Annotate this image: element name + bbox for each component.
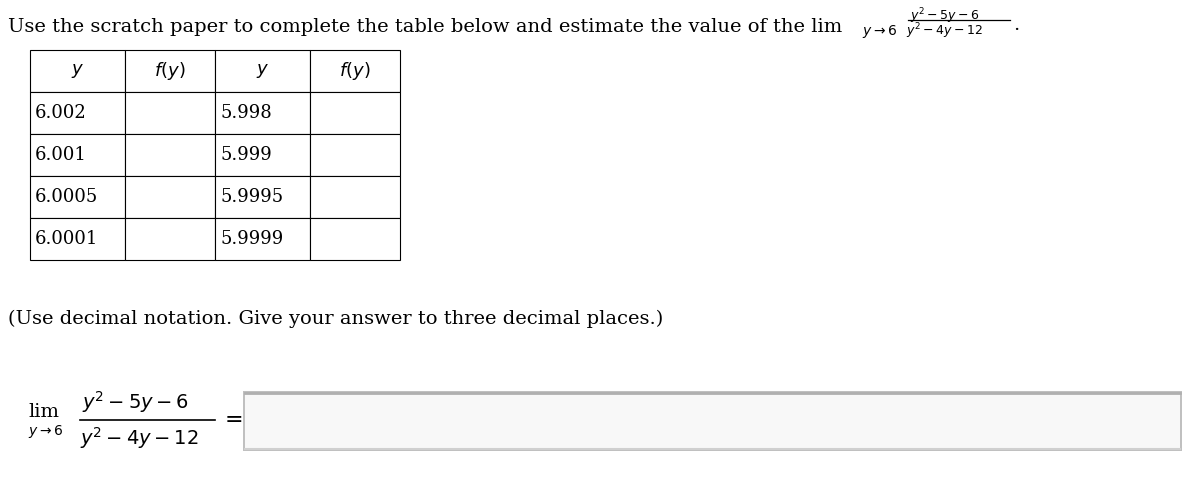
Bar [30, 176, 125, 218]
Text: lim: lim [28, 403, 59, 421]
Text: 6.0001: 6.0001 [35, 230, 98, 248]
Bar [242, 391, 1182, 451]
Bar [215, 176, 310, 218]
Text: 5.9999: 5.9999 [220, 230, 283, 248]
Bar [30, 92, 125, 134]
Bar [215, 50, 310, 92]
Text: $f(y)$: $f(y)$ [340, 60, 371, 82]
Bar [30, 50, 125, 92]
Text: $f(y)$: $f(y)$ [155, 60, 186, 82]
Bar [310, 134, 400, 176]
Text: $y^2-4y-12$: $y^2-4y-12$ [906, 21, 983, 41]
Text: $y$: $y$ [256, 62, 269, 80]
Bar [125, 218, 215, 260]
Text: $y{\rightarrow}6$: $y{\rightarrow}6$ [862, 23, 898, 40]
Text: $y^2-5y-6$: $y^2-5y-6$ [910, 6, 979, 26]
Bar [30, 218, 125, 260]
Bar [215, 134, 310, 176]
Text: 6.0005: 6.0005 [35, 188, 98, 206]
Bar [310, 176, 400, 218]
Bar [215, 218, 310, 260]
Bar [30, 134, 125, 176]
Text: 5.999: 5.999 [220, 146, 271, 164]
Text: =: = [226, 409, 244, 431]
Text: $y^2 - 5y - 6$: $y^2 - 5y - 6$ [82, 389, 190, 415]
Text: 5.998: 5.998 [220, 104, 271, 122]
Bar [310, 92, 400, 134]
Bar [125, 50, 215, 92]
Bar [245, 393, 1180, 449]
Text: 6.002: 6.002 [35, 104, 86, 122]
Text: $y^2 - 4y - 12$: $y^2 - 4y - 12$ [80, 425, 199, 451]
Text: 6.001: 6.001 [35, 146, 86, 164]
Text: $y$: $y$ [71, 62, 84, 80]
Bar [125, 92, 215, 134]
Bar [125, 176, 215, 218]
Text: 5.9995: 5.9995 [220, 188, 283, 206]
Text: Use the scratch paper to complete the table below and estimate the value of the : Use the scratch paper to complete the ta… [8, 18, 842, 36]
Bar [215, 92, 310, 134]
Bar [125, 134, 215, 176]
Bar [310, 218, 400, 260]
Text: $y{\rightarrow}6$: $y{\rightarrow}6$ [28, 424, 64, 440]
Bar [310, 50, 400, 92]
Text: .: . [1013, 16, 1019, 34]
Text: (Use decimal notation. Give your answer to three decimal places.): (Use decimal notation. Give your answer … [8, 310, 664, 328]
